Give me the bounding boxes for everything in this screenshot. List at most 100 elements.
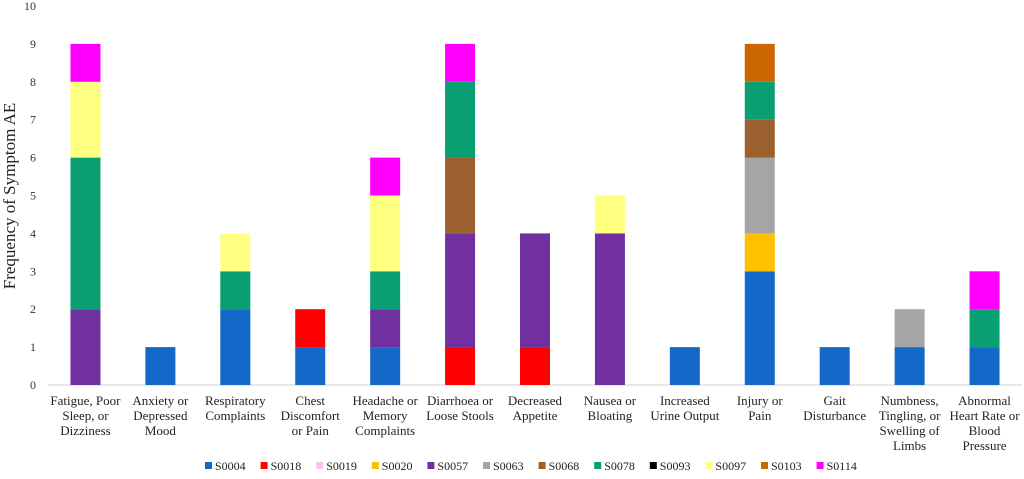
bar-segment-s0078 <box>70 157 101 310</box>
category-label: Increased Urine Output <box>650 393 719 423</box>
legend-swatch-s0063 <box>483 462 490 469</box>
bar-segment-s0097 <box>370 195 401 272</box>
category-label: Anxiety or Depressed Mood <box>132 393 189 438</box>
legend-label: S0068 <box>549 459 580 473</box>
category-label-line: Fatigue, Poor <box>50 393 121 408</box>
bar-segment-s0057 <box>445 233 476 348</box>
category-label-line: Appetite <box>513 408 558 423</box>
y-axis-title: Frequency of Symptom AE <box>0 103 19 290</box>
y-tick-label: 0 <box>30 378 36 392</box>
category-label-line: Urine Output <box>650 408 719 423</box>
legend-label: S0097 <box>715 459 746 473</box>
legend-swatch-s0020 <box>371 462 379 469</box>
category-label-line: Dizziness <box>60 423 111 438</box>
category-label-line: Chest <box>295 393 325 408</box>
bar-segment-s0004 <box>744 271 775 385</box>
legend-swatch-s0114 <box>816 462 824 469</box>
legend-label: S0004 <box>215 459 246 473</box>
category-label-line: Nausea or <box>584 393 637 408</box>
legend-swatch-s0004 <box>205 462 212 469</box>
legend-label: S0018 <box>271 459 302 473</box>
legend-swatch-s0097 <box>705 462 713 469</box>
category-label-line: or Pain <box>292 423 330 438</box>
category-label: Diarrhoea or Loose Stools <box>426 393 494 423</box>
y-tick-label: 10 <box>24 0 36 13</box>
bar-segment-s0114 <box>370 157 401 196</box>
bar-segment-s0097 <box>220 233 251 272</box>
y-tick-label: 4 <box>30 226 36 240</box>
category-label-line: Swelling of <box>879 423 940 438</box>
category-label-line: Blood <box>969 423 1001 438</box>
bar-segment-s0078 <box>969 309 1000 348</box>
bar-segment-s0004 <box>295 347 326 385</box>
bar-segment-s0078 <box>370 271 401 310</box>
category-label: Respiratory Complaints <box>205 393 266 423</box>
bars <box>70 43 1000 385</box>
category-label: Fatigue, Poor Sleep, or Dizziness <box>50 393 121 438</box>
bar-segment-s0114 <box>70 43 101 82</box>
category-label-line: Discomfort <box>281 408 341 423</box>
bar-segment-s0004 <box>669 347 700 385</box>
category-label-line: Headache or <box>352 393 418 408</box>
category-label-line: Mood <box>145 423 177 438</box>
legend-label: S0020 <box>382 459 413 473</box>
bar-segment-s0078 <box>445 81 476 158</box>
category-label-line: Limbs <box>893 438 926 453</box>
category-label-line: Complaints <box>205 408 265 423</box>
bar-segment-s0018 <box>445 347 476 385</box>
legend-swatch-s0019 <box>316 462 324 469</box>
bar-segment-s0020 <box>744 233 775 272</box>
bar-segment-s0018 <box>520 347 550 385</box>
category-label: Chest Discomfort or Pain <box>281 393 341 438</box>
legend-label: S0063 <box>493 459 524 473</box>
bar-segment-s0114 <box>445 43 476 82</box>
category-label: Headache or Memory Complaints <box>352 393 418 438</box>
legend-label: S0019 <box>326 459 357 473</box>
y-tick-label: 6 <box>30 151 36 165</box>
category-label-line: Abnormal <box>958 393 1011 408</box>
bar-segment-s0078 <box>744 81 775 120</box>
category-label-line: Decreased <box>508 393 563 408</box>
category-label-line: Anxiety or <box>132 393 189 408</box>
category-label-line: Injury or <box>737 393 784 408</box>
category-label-line: Pressure <box>963 438 1007 453</box>
bar-segment-s0097 <box>70 81 101 158</box>
bar-segment-s0063 <box>894 309 925 348</box>
bar-segment-s0004 <box>370 347 401 385</box>
y-tick-label: 7 <box>30 113 36 127</box>
bar-segment-s0057 <box>520 233 550 348</box>
bar-segment-s0068 <box>744 119 775 158</box>
bar-segment-s0004 <box>819 347 850 385</box>
y-axis-ticks: 0 1 2 3 4 5 6 7 8 9 10 <box>24 0 36 392</box>
category-label-line: Complaints <box>355 423 415 438</box>
category-label-line: Sleep, or <box>62 408 109 423</box>
bar-segment-s0004 <box>894 347 925 385</box>
legend-label: S0078 <box>604 459 635 473</box>
y-tick-label: 2 <box>30 302 36 316</box>
legend-label: S0057 <box>437 459 468 473</box>
legend-swatch-s0093 <box>649 462 657 469</box>
bar-segment-s0068 <box>445 157 476 234</box>
bar-segment-s0057 <box>70 309 101 385</box>
category-label-line: Depressed <box>133 408 188 423</box>
bar-segment-s0004 <box>220 309 251 385</box>
y-tick-label: 8 <box>30 75 36 89</box>
category-label: Decreased Appetite <box>508 393 563 423</box>
legend-swatch-s0018 <box>260 462 268 469</box>
category-label: Abnormal Heart Rate or Blood Pressure <box>950 393 1021 453</box>
legend-label: S0093 <box>660 459 691 473</box>
legend-swatch-s0068 <box>538 462 546 469</box>
category-label-line: Loose Stools <box>426 408 494 423</box>
legend-swatch-s0103 <box>761 462 768 469</box>
legend-swatch-s0057 <box>427 462 435 469</box>
legend: S0004 S0018 S0019 S0020 S0057 S0063 S0068 S0078… <box>205 459 857 473</box>
legend-label: S0103 <box>771 459 802 473</box>
bar-segment-s0063 <box>744 157 775 234</box>
bar-segment-s0057 <box>594 233 625 385</box>
y-tick-label: 9 <box>30 37 36 51</box>
bar-segment-s0004 <box>145 347 176 385</box>
y-tick-label: 1 <box>30 340 36 354</box>
category-label-line: Gait <box>823 393 846 408</box>
category-label: Numbness, Tingling, or Swelling of Limbs <box>879 393 941 453</box>
